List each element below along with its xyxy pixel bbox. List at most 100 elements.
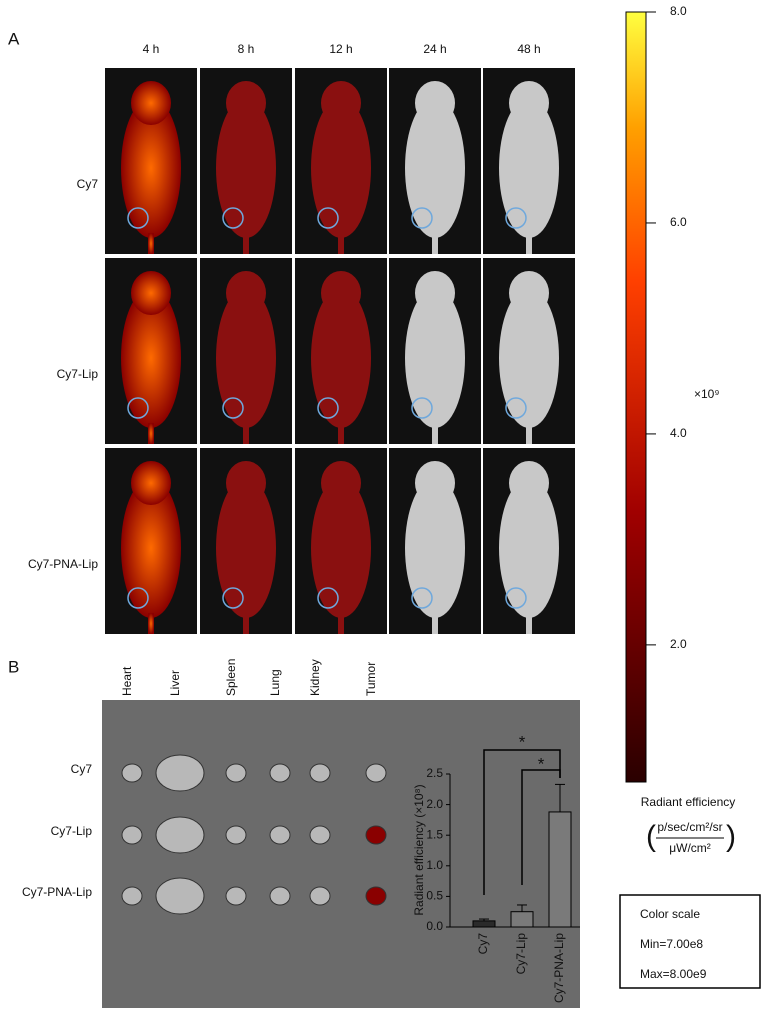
organ-image (102, 700, 580, 1008)
mouse-tail (148, 233, 154, 254)
organ (121, 763, 143, 783)
mouse-head (415, 271, 455, 315)
colorbar-tick-label: 6.0 (670, 215, 687, 229)
tumor-marker (317, 207, 339, 229)
organ (121, 886, 143, 906)
mouse-body (121, 288, 181, 428)
organ (309, 825, 331, 845)
mouse-head (131, 461, 171, 505)
group-label: Cy7-Lip (57, 367, 99, 381)
x-tick-label: Cy7-Lip (514, 933, 528, 975)
unit-title: Radiant efficiency (641, 795, 736, 809)
time-label: 12 h (329, 42, 352, 56)
mouse-head (226, 271, 266, 315)
unit-numerator: p/sec/cm²/sr (657, 820, 722, 834)
y-tick-label: 0.5 (426, 889, 443, 903)
organ (365, 825, 387, 845)
color-scale-min: Min=7.00e8 (640, 937, 703, 951)
mouse-body (405, 478, 465, 618)
organ-label: Heart (120, 666, 134, 696)
significance-bracket (483, 749, 561, 895)
tumor-marker (505, 587, 527, 609)
panel-label: B (8, 657, 19, 676)
mouse-tail (148, 613, 154, 634)
organ (225, 763, 247, 783)
tumor-marker (411, 207, 433, 229)
x-tick-label: Cy7 (476, 933, 490, 955)
tumor-marker (222, 587, 244, 609)
mouse-tail (526, 233, 532, 254)
tumor-marker (222, 207, 244, 229)
mouse-body (121, 478, 181, 618)
color-scale-max: Max=8.00e9 (640, 967, 707, 981)
mouse-tail (243, 423, 249, 444)
group-label: Cy7-PNA-Lip (22, 885, 92, 899)
mouse-tail (148, 423, 154, 444)
mouse-body (311, 478, 371, 618)
tumor-marker (317, 397, 339, 419)
organ (365, 886, 387, 906)
mouse-tail (243, 613, 249, 634)
organ-label: Spleen (224, 659, 238, 696)
time-label: 8 h (238, 42, 255, 56)
mouse-body (216, 98, 276, 238)
mouse-head (509, 81, 549, 125)
group-label: Cy7 (77, 177, 99, 191)
mouse-tail (243, 233, 249, 254)
tumor-marker (127, 207, 149, 229)
time-label: 4 h (143, 42, 160, 56)
tumor-marker (505, 397, 527, 419)
significance-bracket (521, 769, 561, 885)
colorbar-tick-label: 2.0 (670, 637, 687, 651)
mouse-body (216, 478, 276, 618)
organ (269, 763, 291, 783)
mouse-tail (526, 613, 532, 634)
unit-denominator: μW/cm² (669, 841, 711, 855)
tumor-marker (222, 397, 244, 419)
bar (548, 811, 572, 928)
significance-star: * (519, 732, 526, 751)
mouse-tail (432, 233, 438, 254)
tumor-marker (127, 587, 149, 609)
organ (309, 886, 331, 906)
mouse-head (131, 81, 171, 125)
color-scale-title: Color scale (640, 907, 700, 921)
x-tick-label: Cy7-PNA-Lip (552, 933, 566, 1003)
significance-star: * (538, 754, 545, 773)
colorbar-tick-label: 8.0 (670, 4, 687, 18)
time-label: 48 h (517, 42, 540, 56)
mouse-tail (338, 233, 344, 254)
mouse-head (509, 461, 549, 505)
mouse-head (226, 461, 266, 505)
mouse-tail (432, 613, 438, 634)
organ (269, 825, 291, 845)
mouse-tail (432, 423, 438, 444)
paren: ) (726, 820, 736, 853)
panel-label: A (8, 29, 20, 48)
mouse-head (131, 271, 171, 315)
time-label: 24 h (423, 42, 446, 56)
y-tick-label: 1.5 (426, 827, 443, 841)
mouse-body (216, 288, 276, 428)
mouse-body (499, 98, 559, 238)
mouse-body (499, 288, 559, 428)
organ-label: Liver (168, 670, 182, 696)
bar (510, 911, 534, 928)
paren: ( (646, 820, 656, 853)
mouse-head (226, 81, 266, 125)
group-label: Cy7-Lip (51, 824, 93, 838)
y-tick-label: 2.5 (426, 766, 443, 780)
organ (155, 754, 205, 792)
organ-label: Tumor (364, 662, 378, 696)
mouse-body (499, 478, 559, 618)
group-label: Cy7-PNA-Lip (28, 557, 98, 571)
mouse-body (405, 288, 465, 428)
organ (225, 886, 247, 906)
organ-label: Lung (268, 669, 282, 696)
mouse-head (321, 81, 361, 125)
tumor-marker (127, 397, 149, 419)
bar (472, 920, 496, 928)
colorbar-multiplier: ×10⁹ (694, 387, 720, 401)
organ (225, 825, 247, 845)
